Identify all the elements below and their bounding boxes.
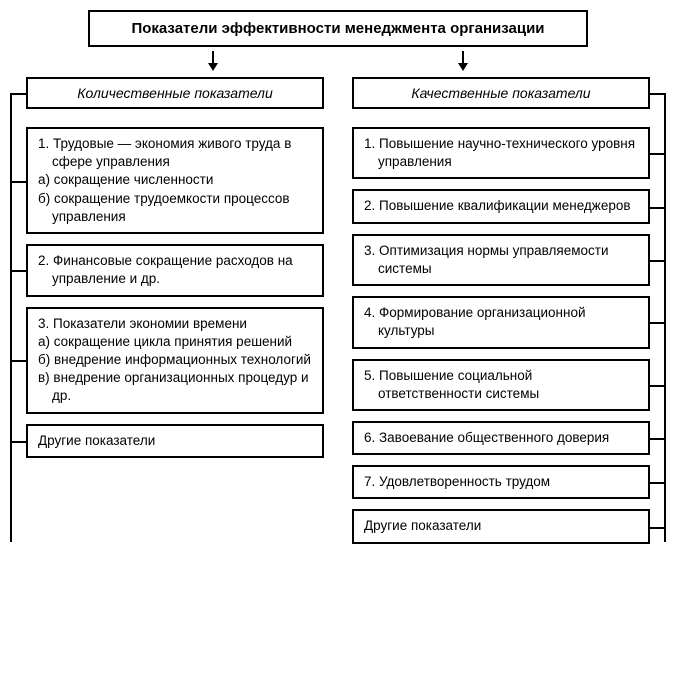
- item-text: 3. Показатели экономии времени: [38, 315, 312, 333]
- item-box: 3. Показатели экономии времениа) сокраще…: [26, 307, 324, 414]
- item-box: Другие показатели: [352, 509, 650, 543]
- item-box: 1. Повышение научно-технического уровня …: [352, 127, 650, 179]
- item-text: 5. Повышение социальной ответственности …: [364, 367, 638, 403]
- item-box: 7. Удовлетворенность трудом: [352, 465, 650, 499]
- item-text: 6. Завоевание общественного доверия: [364, 429, 638, 447]
- bracket-line-left: [10, 93, 12, 542]
- arrows-row: [88, 51, 588, 73]
- connector-line: [12, 441, 28, 443]
- connector-line: [648, 527, 664, 529]
- column-qualitative: Качественные показатели 1. Повышение нау…: [352, 77, 666, 554]
- arrow-down-icon: [212, 51, 214, 65]
- connector-line: [12, 270, 28, 272]
- item-text: 2. Финансовые сокращение расходов на упр…: [38, 252, 312, 288]
- item-text: в) внедрение организационных процедур и …: [38, 369, 312, 405]
- bracket-line-right: [664, 93, 666, 542]
- arrow-down-icon: [462, 51, 464, 65]
- column-header-left: Количественные показатели: [26, 77, 324, 109]
- connector-line: [648, 482, 664, 484]
- item-text: Другие показатели: [38, 432, 312, 450]
- diagram-root: Показатели эффективности менеджмента орг…: [10, 10, 666, 554]
- item-text: 7. Удовлетворенность трудом: [364, 473, 638, 491]
- item-text: б) сокращение трудоемкости процессов упр…: [38, 190, 312, 226]
- columns-container: Количественные показатели 1. Трудовые — …: [10, 77, 666, 554]
- item-box: Другие показатели: [26, 424, 324, 458]
- item-text: Другие показатели: [364, 517, 638, 535]
- left-items-container: 1. Трудовые — экономия живого труда в сф…: [26, 127, 324, 458]
- connector-line: [648, 385, 664, 387]
- connector-line: [648, 438, 664, 440]
- connector-line: [12, 360, 28, 362]
- item-text: 1. Повышение научно-технического уровня …: [364, 135, 638, 171]
- item-box: 4. Формирование организационной культуры: [352, 296, 650, 348]
- connector-line: [648, 322, 664, 324]
- item-box: 2. Повышение квалификации менеджеров: [352, 189, 650, 223]
- item-text: б) внедрение информационных технологий: [38, 351, 312, 369]
- column-quantitative: Количественные показатели 1. Трудовые — …: [10, 77, 324, 554]
- item-text: 2. Повышение квалификации менеджеров: [364, 197, 638, 215]
- connector-line: [648, 207, 664, 209]
- column-header-left-label: Количественные показатели: [77, 85, 273, 101]
- item-text: 3. Оптимизация нормы управляемости систе…: [364, 242, 638, 278]
- item-text: 1. Трудовые — экономия живого труда в сф…: [38, 135, 312, 171]
- column-header-right: Качественные показатели: [352, 77, 650, 109]
- item-text: а) сокращение цикла принятия решений: [38, 333, 312, 351]
- item-box: 6. Завоевание общественного доверия: [352, 421, 650, 455]
- item-text: 4. Формирование организационной культуры: [364, 304, 638, 340]
- connector-line: [12, 93, 28, 95]
- item-box: 2. Финансовые сокращение расходов на упр…: [26, 244, 324, 296]
- connector-line: [648, 153, 664, 155]
- connector-line: [648, 93, 664, 95]
- item-text: а) сокращение численности: [38, 171, 312, 189]
- item-box: 5. Повышение социальной ответственности …: [352, 359, 650, 411]
- item-box: 3. Оптимизация нормы управляемости систе…: [352, 234, 650, 286]
- diagram-title: Показатели эффективности менеджмента орг…: [88, 10, 588, 47]
- connector-line: [12, 181, 28, 183]
- item-box: 1. Трудовые — экономия живого труда в сф…: [26, 127, 324, 234]
- column-header-right-label: Качественные показатели: [411, 85, 590, 101]
- connector-line: [648, 260, 664, 262]
- right-items-container: 1. Повышение научно-технического уровня …: [352, 127, 650, 544]
